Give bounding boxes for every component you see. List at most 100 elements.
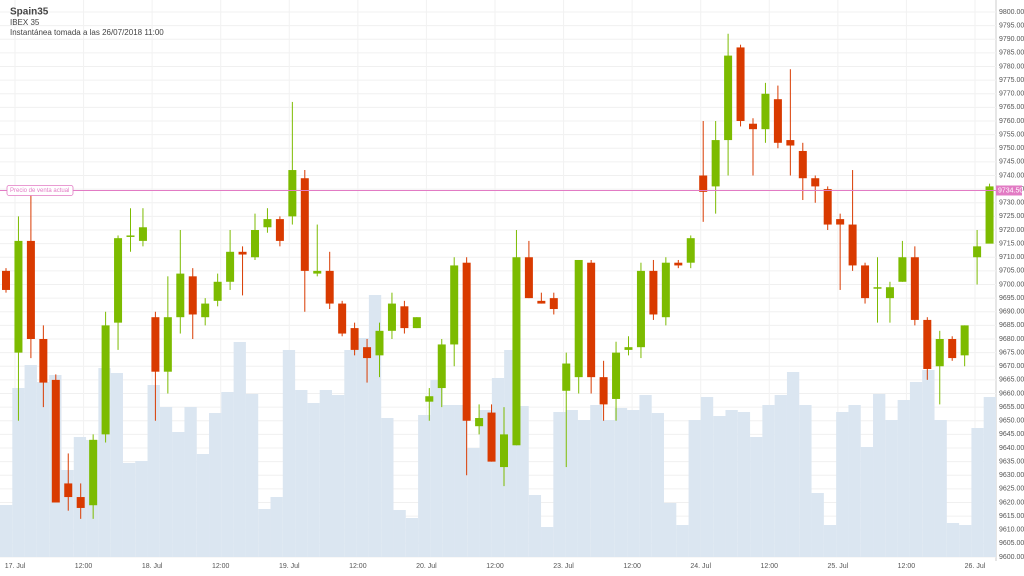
y-tick-label: 9620.00 <box>999 499 1024 506</box>
y-tick-label: 9760.00 <box>999 118 1024 125</box>
y-tick-label: 9700.00 <box>999 281 1024 288</box>
volume-bar <box>737 412 751 557</box>
candle-body <box>973 246 982 258</box>
y-tick-label: 9630.00 <box>999 472 1024 479</box>
overlay: 9734.50 Precio de venta actual <box>0 185 1023 196</box>
candle-body <box>562 363 571 391</box>
candle-body <box>836 219 845 225</box>
y-tick-label: 9710.00 <box>999 254 1024 261</box>
candle-body <box>300 178 309 271</box>
volume-bar <box>922 370 935 557</box>
volume-bar <box>295 390 308 557</box>
candle-body <box>798 150 807 179</box>
candle-body <box>512 257 521 446</box>
candle-body <box>14 240 23 353</box>
volume-bar <box>381 418 394 557</box>
candle-body <box>450 265 459 345</box>
y-tick-label: 9665.00 <box>999 377 1024 384</box>
candle-body <box>686 238 695 263</box>
volume-bar <box>664 503 677 557</box>
candle-body <box>325 270 334 304</box>
volume-bar <box>61 470 74 557</box>
candle-body <box>400 306 409 329</box>
current-price-name: Precio de venta actual <box>10 188 69 194</box>
volume-bar <box>36 382 50 557</box>
y-tick-label: 9730.00 <box>999 200 1024 207</box>
volume-bar <box>983 397 996 557</box>
candle-body <box>238 251 247 255</box>
candle-body <box>699 175 708 192</box>
x-tick-label: 25. Jul <box>828 563 849 570</box>
volume-bar <box>184 407 197 557</box>
candle-body <box>487 412 496 462</box>
volume-bar <box>135 461 148 557</box>
volume-bar <box>454 405 468 557</box>
volume-bar <box>270 497 283 557</box>
candle-body <box>375 330 384 356</box>
volume-bar <box>614 408 628 557</box>
y-tick-label: 9680.00 <box>999 336 1024 343</box>
volume-bar <box>405 518 419 557</box>
y-tick-label: 9705.00 <box>999 268 1024 275</box>
y-tick-label: 9635.00 <box>999 458 1024 465</box>
x-tick-label: 17. Jul <box>5 563 26 570</box>
candle-body <box>275 219 284 241</box>
candle-body <box>114 238 123 323</box>
candle-body <box>151 317 160 372</box>
volume-bar <box>356 338 369 557</box>
candle-body <box>885 287 894 299</box>
volume-bar <box>344 350 357 557</box>
y-tick-label: 9750.00 <box>999 145 1024 152</box>
y-tick-label: 9670.00 <box>999 363 1024 370</box>
volume-bar <box>491 378 505 557</box>
volume-bar <box>0 505 13 557</box>
y-tick-label: 9660.00 <box>999 390 1024 397</box>
candle-body <box>674 262 683 266</box>
y-tick-label: 9800.00 <box>999 9 1024 16</box>
volume-bar <box>750 437 763 557</box>
candle-body <box>910 257 919 320</box>
y-tick-label: 9740.00 <box>999 172 1024 179</box>
candle-body <box>500 434 508 468</box>
volume-bar <box>934 420 947 557</box>
volume-bar <box>823 525 837 557</box>
volume-bar <box>799 405 812 557</box>
volume-bar <box>196 454 210 557</box>
volume-bar <box>565 410 578 557</box>
candle-body <box>76 497 85 508</box>
volume-bar <box>172 432 185 557</box>
y-tick-label: 9610.00 <box>999 527 1024 534</box>
candle-body <box>786 140 795 146</box>
candle-body <box>89 439 98 506</box>
x-tick-label: 12:00 <box>349 563 367 570</box>
candle-body <box>624 347 633 350</box>
candle-body <box>226 251 235 282</box>
candle-body <box>823 189 832 225</box>
volume-bar <box>332 395 345 557</box>
volume-bar <box>971 428 984 557</box>
candle-body <box>811 178 820 187</box>
candle-body <box>263 219 272 228</box>
candle-body <box>412 317 421 329</box>
y-tick-label: 9685.00 <box>999 322 1024 329</box>
candle-body <box>101 325 110 435</box>
y-tick-label: 9715.00 <box>999 240 1024 247</box>
candle-body <box>437 344 446 389</box>
y-tick-label: 9625.00 <box>999 486 1024 493</box>
volume-bar <box>221 392 234 557</box>
volume-bar <box>860 447 874 557</box>
x-tick-label: 12:00 <box>75 563 93 570</box>
volume-bar <box>368 295 382 557</box>
volume-bar <box>848 405 861 557</box>
y-tick-label: 9645.00 <box>999 431 1024 438</box>
candle-body <box>338 303 347 334</box>
candle-body <box>649 270 658 315</box>
y-tick-label: 9600.00 <box>999 554 1024 561</box>
chart-title: Spain35 <box>10 7 49 18</box>
candle-body <box>176 273 185 318</box>
candle-body <box>873 287 882 289</box>
volume-bar <box>233 342 246 557</box>
volume-bar <box>12 388 25 557</box>
candle-body <box>363 347 372 359</box>
candle-body <box>960 325 969 356</box>
